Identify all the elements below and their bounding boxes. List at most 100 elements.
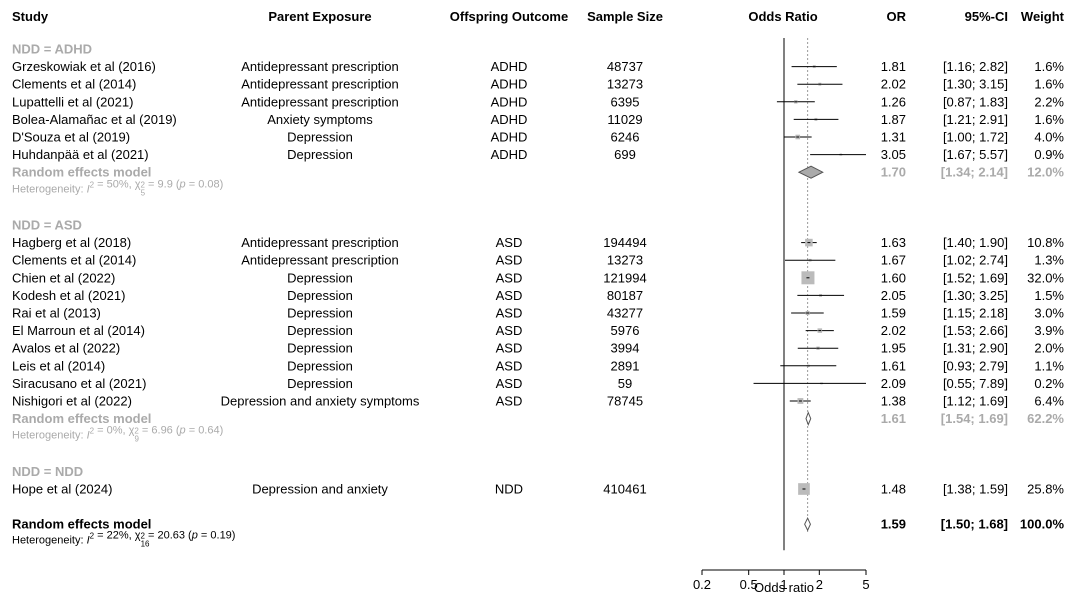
parent-exposure: Depression xyxy=(287,270,353,285)
weight-value: 6.4% xyxy=(1034,394,1064,409)
ci-value: [1.30; 3.15] xyxy=(943,77,1008,92)
offspring-outcome: ADHD xyxy=(491,59,528,74)
parent-exposure: Anxiety symptoms xyxy=(267,112,373,127)
subgroup-or-value: 1.61 xyxy=(881,411,906,426)
study-name: Bolea-Alamañac et al (2019) xyxy=(12,112,177,127)
or-value: 1.38 xyxy=(881,394,906,409)
weight-value: 1.6% xyxy=(1034,59,1064,74)
overall-random-label: Random effects model xyxy=(12,517,151,532)
ci-value: [1.53; 2.66] xyxy=(943,323,1008,338)
offspring-outcome: ASD xyxy=(496,376,523,391)
x-axis-label: Odds ratio xyxy=(754,580,814,594)
parent-exposure: Depression xyxy=(287,130,353,145)
weight-value: 1.6% xyxy=(1034,112,1064,127)
subgroup-ci-value: [1.34; 2.14] xyxy=(941,165,1008,180)
offspring-outcome: ADHD xyxy=(491,130,528,145)
weight-value: 10.8% xyxy=(1027,235,1064,250)
ci-value: [1.67; 5.57] xyxy=(943,147,1008,162)
parent-exposure: Depression xyxy=(287,358,353,373)
study-name: Huhdanpää et al (2021) xyxy=(12,147,149,162)
parent-exposure: Antidepressant prescription xyxy=(241,59,399,74)
offspring-outcome: ADHD xyxy=(491,112,528,127)
subgroup-heterogeneity: Heterogeneity: I2 = 50%, χ52 = 9.9 (p = … xyxy=(12,178,223,197)
weight-value: 32.0% xyxy=(1027,270,1064,285)
or-value: 1.48 xyxy=(881,482,906,497)
subgroup-diamond xyxy=(797,165,824,179)
subgroup-random-label: Random effects model xyxy=(12,165,151,180)
ci-value: [1.40; 1.90] xyxy=(943,235,1008,250)
ci-value: [1.12; 1.69] xyxy=(943,394,1008,409)
x-tick-label: 1 xyxy=(780,577,787,592)
ci-value: [0.87; 1.83] xyxy=(943,94,1008,109)
parent-exposure: Antidepressant prescription xyxy=(241,253,399,268)
study-name: Grzeskowiak et al (2016) xyxy=(12,59,156,74)
or-value: 2.09 xyxy=(881,376,906,391)
ci-value: [1.16; 2.82] xyxy=(943,59,1008,74)
subgroup-label: NDD = ADHD xyxy=(12,42,92,57)
ci-value: [1.52; 1.69] xyxy=(943,270,1008,285)
subgroup-diamond xyxy=(805,411,812,426)
x-tick-label: 5 xyxy=(862,577,869,592)
ci-value: [1.30; 3.25] xyxy=(943,288,1008,303)
study-name: Hope et al (2024) xyxy=(12,482,112,497)
weight-value: 25.8% xyxy=(1027,482,1064,497)
overall-diamond xyxy=(804,517,811,532)
parent-exposure: Antidepressant prescription xyxy=(241,235,399,250)
ci-value: [1.38; 1.59] xyxy=(943,482,1008,497)
ci-value: [1.21; 2.91] xyxy=(943,112,1008,127)
or-value: 1.59 xyxy=(881,306,906,321)
overall-weight-value: 100.0% xyxy=(1020,517,1065,532)
subgroup-label: NDD = NDD xyxy=(12,464,83,479)
parent-exposure: Depression and anxiety xyxy=(252,482,388,497)
ci-value: [0.93; 2.79] xyxy=(943,358,1008,373)
parent-exposure: Antidepressant prescription xyxy=(241,77,399,92)
reference-lines xyxy=(783,38,809,551)
forest-rows: NDD = ADHD Grzeskowiak et al (2016) Antide… xyxy=(12,42,1064,549)
offspring-outcome: ASD xyxy=(496,358,523,373)
study-name: Clements et al (2014) xyxy=(12,253,136,268)
parent-exposure: Depression xyxy=(287,376,353,391)
header-offspring-outcome: Offspring Outcome xyxy=(450,9,568,24)
sample-size: 6246 xyxy=(611,130,640,145)
offspring-outcome: ASD xyxy=(496,288,523,303)
or-value: 2.02 xyxy=(881,77,906,92)
offspring-outcome: ASD xyxy=(496,253,523,268)
or-value: 1.95 xyxy=(881,341,906,356)
subgroup-or-value: 1.70 xyxy=(881,165,906,180)
subgroup-random-label: Random effects model xyxy=(12,411,151,426)
or-value: 1.87 xyxy=(881,112,906,127)
or-value: 1.67 xyxy=(881,253,906,268)
sample-size: 699 xyxy=(614,147,636,162)
parent-exposure: Depression and anxiety symptoms xyxy=(221,394,420,409)
study-name: Avalos et al (2022) xyxy=(12,341,120,356)
header-weight: Weight xyxy=(1021,9,1065,24)
or-value: 1.81 xyxy=(881,59,906,74)
study-name: Siracusano et al (2021) xyxy=(12,376,146,391)
weight-value: 1.1% xyxy=(1034,358,1064,373)
subgroup-heterogeneity: Heterogeneity: I2 = 0%, χ92 = 6.96 (p = … xyxy=(12,425,223,444)
offspring-outcome: ASD xyxy=(496,341,523,356)
or-value: 1.26 xyxy=(881,94,906,109)
sample-size: 194494 xyxy=(603,235,646,250)
offspring-outcome: NDD xyxy=(495,482,523,497)
header-sample-size: Sample Size xyxy=(587,9,663,24)
ci-value: [1.31; 2.90] xyxy=(943,341,1008,356)
study-name: Rai et al (2013) xyxy=(12,306,101,321)
parent-exposure: Depression xyxy=(287,306,353,321)
sample-size: 5976 xyxy=(611,323,640,338)
weight-value: 3.0% xyxy=(1034,306,1064,321)
weight-value: 4.0% xyxy=(1034,130,1064,145)
offspring-outcome: ADHD xyxy=(491,147,528,162)
or-value: 1.63 xyxy=(881,235,906,250)
offspring-outcome: ASD xyxy=(496,270,523,285)
parent-exposure: Depression xyxy=(287,147,353,162)
overall-ci-value: [1.50; 1.68] xyxy=(941,517,1008,532)
ci-value: [1.15; 2.18] xyxy=(943,306,1008,321)
header-parent-exposure: Parent Exposure xyxy=(268,9,371,24)
study-name: El Marroun et al (2014) xyxy=(12,323,145,338)
study-name: Lupattelli et al (2021) xyxy=(12,94,133,109)
or-value: 1.31 xyxy=(881,130,906,145)
subgroup-weight-value: 62.2% xyxy=(1027,411,1064,426)
ci-value: [1.00; 1.72] xyxy=(943,130,1008,145)
